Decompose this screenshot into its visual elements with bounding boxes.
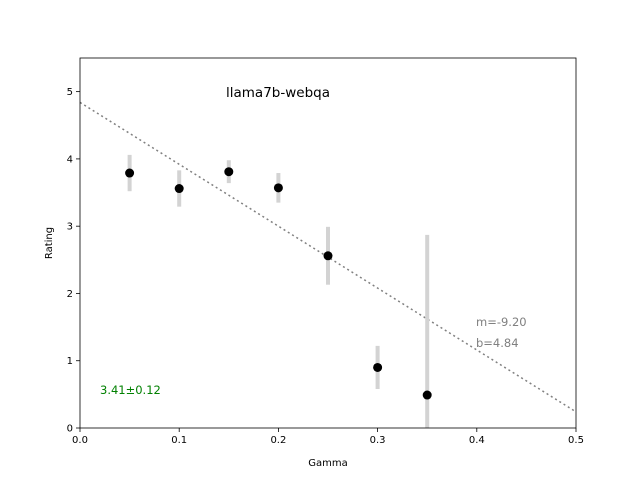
y-tick-label: 2 — [67, 289, 73, 300]
x-tick-label: 0.0 — [72, 435, 88, 446]
y-tick-label: 0 — [67, 424, 73, 435]
data-point-5 — [373, 362, 383, 372]
x-tick-label: 0.3 — [370, 435, 386, 446]
plot-frame — [79, 57, 577, 429]
x-axis-label: Gamma — [308, 458, 348, 469]
x-tick-label: 0.1 — [171, 435, 187, 446]
data-point-4 — [323, 251, 333, 261]
mean-annotation: 3.41±0.12 — [100, 383, 161, 397]
data-point-1 — [174, 184, 184, 194]
y-tick-label: 1 — [67, 356, 73, 367]
y-tick-label: 5 — [67, 87, 73, 98]
y-axis-label: Rating — [44, 227, 55, 259]
x-axis-ticks: 0.0 0.1 0.2 0.3 0.4 0.5 — [72, 428, 584, 446]
x-tick-label: 0.5 — [568, 435, 584, 446]
fit-intercept-annotation: b=4.84 — [476, 336, 519, 350]
data-point-0 — [125, 168, 135, 178]
x-tick-label: 0.2 — [270, 435, 286, 446]
y-axis-ticks: 0 1 2 3 4 5 — [67, 87, 80, 435]
y-tick-label: 3 — [67, 222, 73, 233]
data-point-6 — [422, 390, 432, 400]
data-points — [125, 167, 432, 400]
data-point-2 — [224, 167, 234, 177]
plot-area — [79, 101, 577, 428]
chart-title: llama7b-webqa — [226, 85, 330, 101]
data-point-3 — [273, 183, 283, 193]
y-tick-label: 4 — [67, 154, 73, 165]
fit-slope-annotation: m=-9.20 — [476, 315, 527, 329]
x-tick-label: 0.4 — [469, 435, 485, 446]
